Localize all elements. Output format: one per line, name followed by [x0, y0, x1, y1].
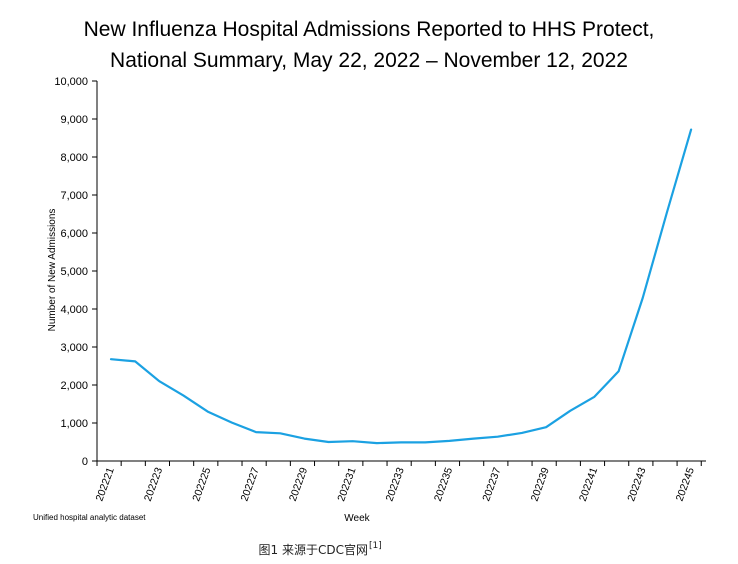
- data-point: [376, 442, 378, 444]
- y-tick-label: 8,000: [60, 152, 88, 164]
- y-tick-label: 2,000: [60, 380, 88, 392]
- data-point: [255, 431, 257, 433]
- x-tick-label: 202241: [577, 466, 600, 503]
- data-point: [303, 438, 305, 440]
- data-point: [400, 441, 402, 443]
- figure-caption: 图1 来源于CDC官网: [259, 542, 368, 557]
- caption-reference: [1]: [369, 541, 382, 551]
- data-point: [569, 410, 571, 412]
- data-point: [424, 441, 426, 443]
- y-tick-label: 3,000: [60, 342, 88, 354]
- y-tick-label: 4,000: [60, 304, 88, 316]
- series-line: [109, 128, 693, 445]
- y-tick-label: 0: [82, 456, 88, 468]
- y-tick-label: 10,000: [54, 76, 88, 88]
- chart-title-line-1: New Influenza Hospital Admissions Report…: [84, 18, 655, 41]
- y-tick-label: 6,000: [60, 228, 88, 240]
- data-point: [110, 358, 112, 360]
- x-tick-label: 202229: [287, 466, 310, 503]
- x-tick-label: 202237: [480, 466, 503, 503]
- x-tick-label: 202243: [625, 466, 648, 503]
- x-tick-label: 202225: [190, 466, 213, 503]
- data-point: [666, 211, 668, 213]
- data-point: [593, 396, 595, 398]
- x-axis-label: Week: [344, 513, 370, 524]
- data-point: [328, 441, 330, 443]
- y-tick-label: 9,000: [60, 114, 88, 126]
- series-group: [109, 128, 693, 445]
- x-tick-label: 202221: [94, 466, 117, 503]
- x-tick-label: 202235: [432, 466, 455, 503]
- source-note: Unified hospital analytic dataset: [33, 513, 146, 522]
- x-axis: 202221 202223 202225 202227 202229 202231 2022…: [94, 460, 706, 503]
- y-axis-label: Number of New Admissions: [47, 209, 58, 332]
- data-point: [473, 438, 475, 440]
- data-point: [134, 360, 136, 362]
- data-point: [497, 436, 499, 438]
- data-point: [231, 422, 233, 424]
- x-tick-label: 202223: [142, 466, 165, 503]
- chart-title-line-2: National Summary, May 22, 2022 – Novembe…: [110, 49, 628, 72]
- x-tick-label: 202245: [674, 466, 697, 503]
- data-point: [279, 432, 281, 434]
- data-point: [618, 370, 620, 372]
- x-tick-label: 202227: [239, 466, 262, 503]
- x-tick-label: 202233: [384, 466, 407, 503]
- data-point: [521, 432, 523, 434]
- y-tick-label: 1,000: [60, 418, 88, 430]
- y-tick-label: 7,000: [60, 190, 88, 202]
- data-point: [158, 380, 160, 382]
- data-point: [448, 440, 450, 442]
- data-point: [642, 297, 644, 299]
- data-point: [545, 426, 547, 428]
- y-axis: 0 1,000 2,000 3,000 4,000 5,000 6,000 7,000 8,00…: [54, 76, 98, 468]
- y-tick-label: 5,000: [60, 266, 88, 278]
- data-point: [690, 129, 692, 131]
- x-tick-label: 202239: [529, 466, 552, 503]
- data-point: [183, 395, 185, 397]
- x-tick-label: 202231: [335, 466, 358, 503]
- data-point: [207, 411, 209, 413]
- data-point: [352, 440, 354, 442]
